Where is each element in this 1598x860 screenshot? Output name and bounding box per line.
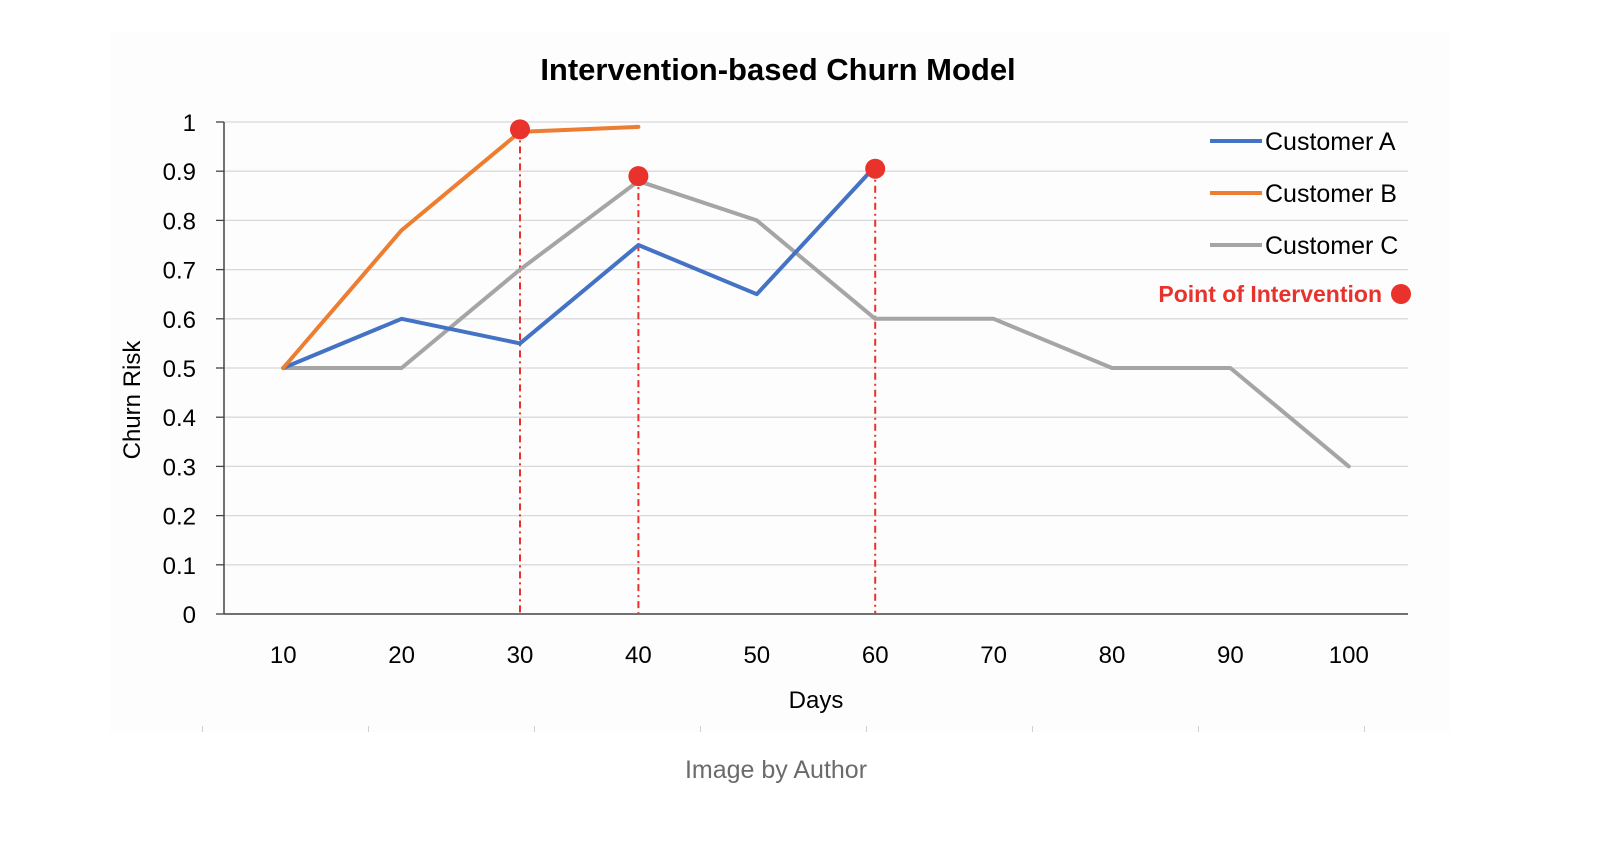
divider-dot <box>1032 726 1033 732</box>
x-tick-label: 10 <box>270 642 297 669</box>
y-tick-label: 0.4 <box>163 405 196 432</box>
series-line-customer-c <box>281 179 1351 469</box>
divider-dot <box>866 726 867 732</box>
divider-dot <box>700 726 701 732</box>
legend-label: Customer A <box>1265 128 1396 156</box>
intervention-markers <box>510 119 886 187</box>
legend: Customer A Customer B Customer C Point of I… <box>1158 128 1411 307</box>
series-line-customer-b <box>281 124 641 370</box>
x-tick-label: 30 <box>507 642 534 669</box>
x-tick-label: 80 <box>1099 642 1126 669</box>
legend-label: Customer C <box>1265 232 1398 260</box>
y-tick-label: 0 <box>183 602 196 629</box>
chart-title: Intervention-based Churn Model <box>540 52 1015 87</box>
intervention-point <box>510 119 530 140</box>
y-tick-label: 0.8 <box>163 208 196 235</box>
y-tick-label: 0.6 <box>163 307 196 334</box>
y-tick-label: 0.7 <box>163 258 196 285</box>
tick-labels: 0 0.1 0.2 0.3 0.4 0.5 0.6 0.7 0.8 0.9 1 10 20 30 40 50 6… <box>163 110 1369 669</box>
x-tick-label: 60 <box>862 642 889 669</box>
series-lines <box>281 124 1351 469</box>
x-tick-label: 40 <box>625 642 652 669</box>
y-tick-label: 0.9 <box>163 159 196 186</box>
divider-dot <box>202 726 203 732</box>
x-tick-label: 100 <box>1329 642 1369 669</box>
legend-label: Point of Intervention <box>1158 281 1382 307</box>
y-tick-label: 1 <box>183 110 196 137</box>
axes <box>216 121 1408 615</box>
divider-dot <box>368 726 369 732</box>
image-caption: Image by Author <box>684 756 868 784</box>
divider-dot <box>1198 726 1199 732</box>
x-tick-label: 90 <box>1217 642 1244 669</box>
gridlines <box>224 121 1408 566</box>
y-tick-label: 0.1 <box>163 553 196 580</box>
divider-dot <box>534 726 535 732</box>
intervention-point <box>628 166 649 187</box>
intervention-point <box>865 158 886 179</box>
legend-marker <box>1391 284 1411 304</box>
y-tick-label: 0.2 <box>163 504 196 531</box>
y-tick-label: 0.3 <box>163 454 196 481</box>
x-tick-label: 50 <box>743 642 770 669</box>
intervention-lines <box>519 129 877 614</box>
y-axis-label: Churn Risk <box>119 340 146 460</box>
x-tick-label: 20 <box>388 642 415 669</box>
x-axis-label: Days <box>789 687 844 714</box>
x-tick-label: 70 <box>980 642 1007 669</box>
chart-figure: 0 0.1 0.2 0.3 0.4 0.5 0.6 0.7 0.8 0.9 1 10 20 30 40 50 6… <box>110 32 1450 732</box>
legend-label: Customer B <box>1265 180 1397 208</box>
churn-line-chart: 0 0.1 0.2 0.3 0.4 0.5 0.6 0.7 0.8 0.9 1 10 20 30 40 50 6… <box>119 52 1411 714</box>
y-tick-label: 0.5 <box>163 356 196 383</box>
series-line-customer-a <box>281 164 878 370</box>
divider-dot <box>1364 726 1365 732</box>
